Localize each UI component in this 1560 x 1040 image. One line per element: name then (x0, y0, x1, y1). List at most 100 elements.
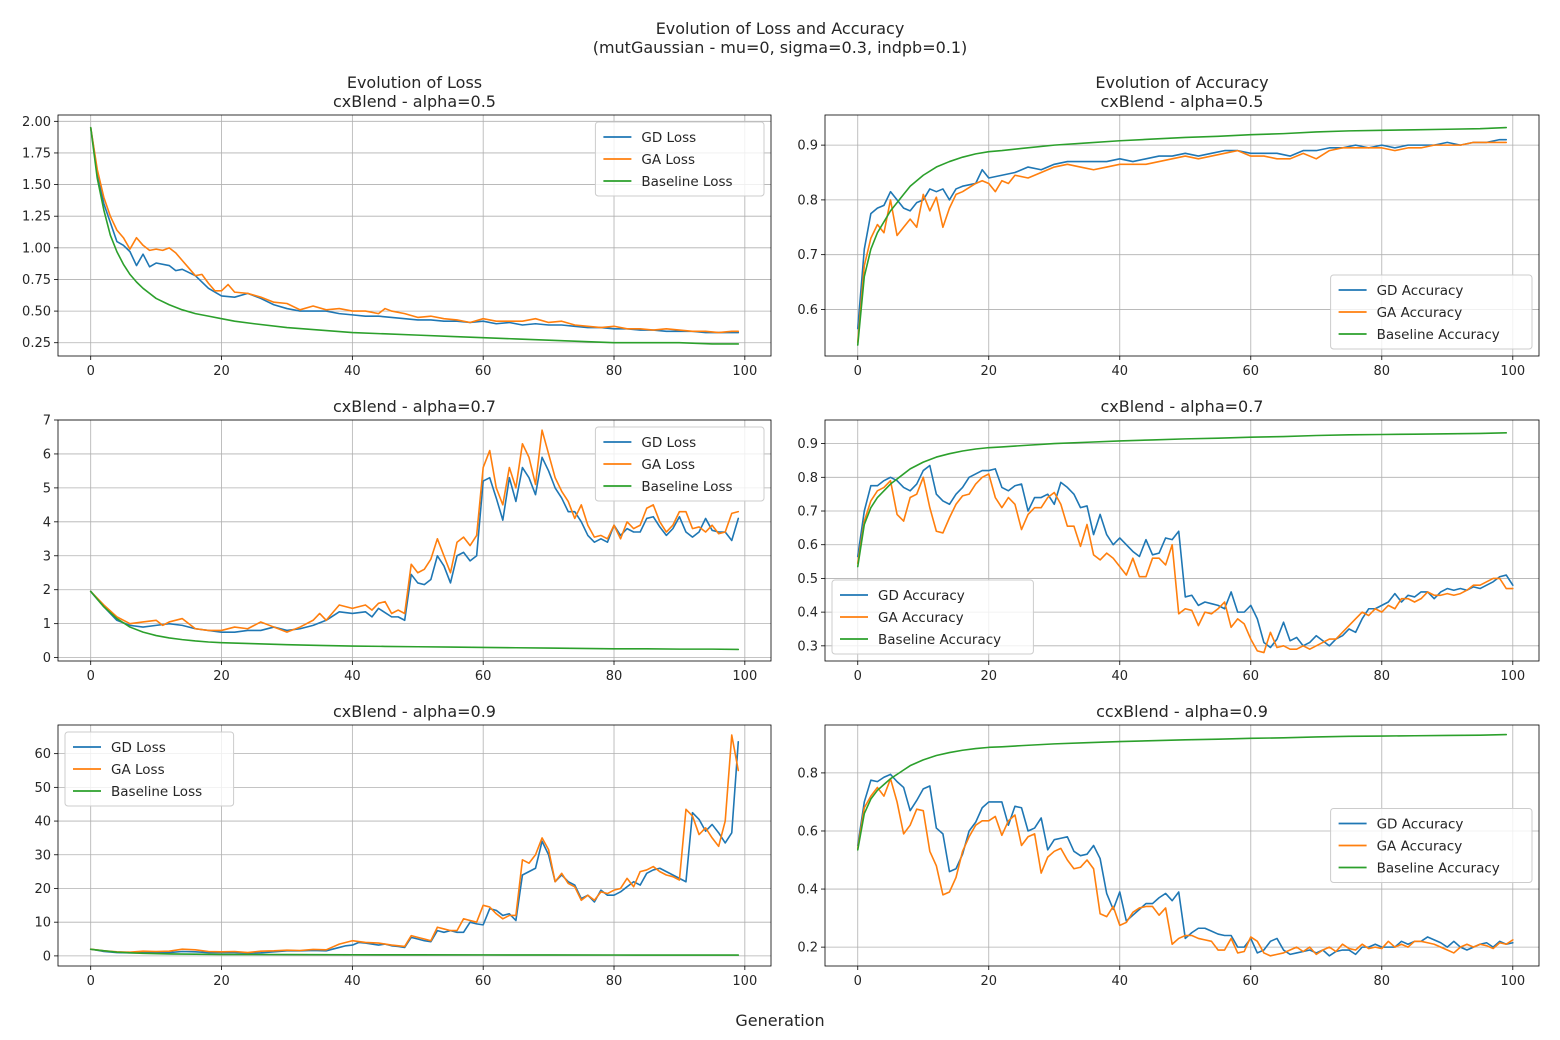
legend-box (1330, 274, 1533, 350)
legend-box (1330, 808, 1533, 883)
series-line-baseline (89, 126, 740, 345)
legend-label-ga: GA Accuracy (1377, 839, 1463, 855)
legend-label-gd: GD Loss (641, 130, 696, 146)
legend: GD Accuracy GA Accuracy Baseline Accuracy (1330, 274, 1533, 350)
y-tick-label: 0.8 (797, 193, 818, 208)
y-tick-label: 6 (43, 447, 51, 462)
y-tick-label: 0.7 (797, 248, 818, 263)
x-tick-label: 20 (213, 974, 230, 989)
x-tick-label: 100 (732, 974, 757, 989)
x-tick-label: 80 (1374, 669, 1391, 684)
legend-label-gd: GD Loss (641, 435, 696, 451)
y-tick-label: 0.7 (797, 505, 818, 520)
y-tick-label: 0.9 (797, 437, 818, 452)
legend-label-ga: GA Accuracy (1377, 305, 1463, 321)
y-tick-label: 1.00 (22, 241, 51, 256)
legend-label-baseline: Baseline Accuracy (1377, 327, 1500, 343)
x-tick-label: 0 (854, 669, 862, 684)
y-tick-label: 4 (43, 515, 51, 530)
x-tick-label: 80 (606, 974, 623, 989)
legend-label-gd: GD Accuracy (1377, 817, 1464, 833)
legend-box (594, 121, 765, 197)
legend: GD Accuracy GA Accuracy Baseline Accuracy (1330, 808, 1533, 883)
y-tick-label: 0 (43, 949, 51, 964)
legend-box (831, 579, 1034, 655)
legend-box (64, 731, 235, 807)
figure-title-line2: (mutGaussian - mu=0, sigma=0.3, indpb=0.… (593, 38, 968, 57)
series-line-ga (89, 734, 740, 954)
y-tick-label: 0.6 (797, 824, 818, 839)
legend: GD Loss GA Loss Baseline Loss (594, 121, 765, 197)
y-tick-label: 0.4 (797, 606, 818, 621)
x-tick-label: 60 (475, 974, 492, 989)
y-tick-label: 7 (43, 414, 51, 429)
legend: GD Accuracy GA Accuracy Baseline Accuracy (831, 579, 1034, 655)
legend-box (594, 426, 765, 502)
y-tick-label: 0.5 (797, 572, 818, 587)
legend-label-gd: GD Accuracy (1377, 283, 1464, 299)
x-tick-label: 100 (1500, 364, 1525, 379)
x-tick-label: 100 (732, 669, 757, 684)
axes-frame (57, 724, 772, 967)
y-tick-label: 40 (34, 815, 51, 830)
legend-label-gd: GD Loss (111, 740, 166, 756)
series-line-gd (856, 464, 1514, 649)
axes-frame (824, 724, 1540, 967)
subplot-title: cxBlend - alpha=0.5 (333, 92, 496, 111)
x-tick-label: 80 (1374, 364, 1391, 379)
legend-label-baseline: Baseline Accuracy (878, 632, 1001, 648)
subplot-title: ccxBlend - alpha=0.9 (1096, 702, 1268, 721)
y-tick-label: 3 (43, 549, 51, 564)
legend: GD Loss GA Loss Baseline Loss (594, 426, 765, 502)
axes-frame (57, 114, 772, 357)
x-tick-label: 40 (1111, 364, 1128, 379)
series-line-gd (89, 126, 740, 334)
x-tick-label: 60 (1243, 974, 1260, 989)
series-line-gd (856, 773, 1514, 957)
series-line-baseline (89, 590, 740, 651)
subplot-5: cxBlend - alpha=0.9 0 20 40 60 80 100 0 10 20 30 40… (34, 702, 772, 989)
series-line-baseline (856, 432, 1508, 568)
x-tick-label: 0 (854, 974, 862, 989)
series-line-baseline (856, 733, 1508, 851)
legend: GD Loss GA Loss Baseline Loss (64, 731, 235, 807)
y-tick-label: 0.4 (797, 883, 818, 898)
y-tick-label: 50 (34, 781, 51, 796)
legend-label-baseline: Baseline Loss (641, 479, 732, 495)
subplot-4: cxBlend - alpha=0.7 0 20 40 60 80 100 0.3 0.4 0.5… (797, 397, 1540, 684)
series-line-gd (89, 741, 740, 954)
x-axis-label-generation: Generation (735, 1011, 824, 1030)
x-tick-label: 80 (1374, 974, 1391, 989)
subplot-title: Evolution of Loss (347, 73, 482, 92)
legend-label-ga: GA Loss (641, 152, 695, 168)
y-tick-label: 60 (34, 747, 51, 762)
y-tick-label: 0.50 (22, 305, 51, 320)
x-tick-label: 20 (213, 669, 230, 684)
series-line-ga (856, 473, 1514, 654)
x-tick-label: 100 (732, 364, 757, 379)
subplot-title: cxBlend - alpha=0.5 (1101, 92, 1264, 111)
legend-label-baseline: Baseline Loss (111, 784, 202, 800)
x-tick-label: 0 (87, 364, 95, 379)
legend-label-ga: GA Loss (641, 457, 695, 473)
x-tick-label: 40 (344, 669, 361, 684)
x-tick-label: 20 (980, 669, 997, 684)
x-tick-label: 100 (1500, 974, 1525, 989)
x-tick-label: 0 (854, 364, 862, 379)
x-tick-label: 40 (1111, 974, 1128, 989)
subplot-title: cxBlend - alpha=0.7 (333, 397, 496, 416)
x-tick-label: 40 (344, 974, 361, 989)
y-tick-label: 0.8 (797, 766, 818, 781)
legend-label-baseline: Baseline Accuracy (1377, 861, 1500, 877)
y-tick-label: 1 (43, 617, 51, 632)
y-tick-label: 1.75 (22, 146, 51, 161)
series-line-baseline (89, 948, 740, 956)
x-tick-label: 60 (475, 669, 492, 684)
subplot-6: ccxBlend - alpha=0.9 0 20 40 60 80 100 0.2 0.4 0.… (797, 702, 1540, 989)
y-tick-label: 5 (43, 481, 51, 496)
